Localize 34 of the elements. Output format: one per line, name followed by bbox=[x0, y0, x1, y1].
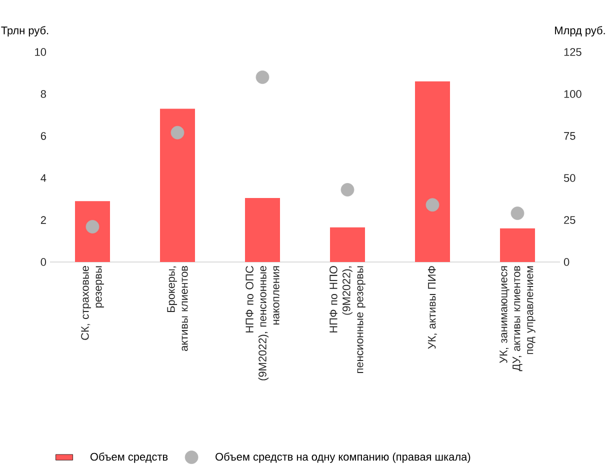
y2-tick-label: 50 bbox=[564, 174, 576, 182]
bar bbox=[330, 227, 365, 262]
point bbox=[426, 198, 440, 212]
point bbox=[170, 126, 184, 140]
y2-tick-label: 125 bbox=[564, 48, 582, 56]
x-tick-label: СК, страховые резервы bbox=[81, 266, 104, 340]
bar bbox=[160, 108, 195, 262]
y-tick-label: 2 bbox=[40, 216, 46, 224]
legend-label: Объем средств bbox=[90, 452, 168, 463]
x-tick-label: НПФ по ОПС (9М2022), пенсионные накопления bbox=[246, 266, 280, 380]
y-tick-label: 8 bbox=[40, 90, 46, 98]
y-tick-label: 6 bbox=[40, 132, 46, 140]
y-axis-title: Трлн руб. bbox=[1, 26, 48, 36]
point bbox=[510, 206, 524, 220]
point bbox=[340, 183, 354, 196]
bar bbox=[75, 201, 110, 262]
x-tick-label: УК, активы ПИФ bbox=[428, 266, 438, 349]
x-tick-label: УК, занимающиеся ДУ, активы клиентов под управлением bbox=[500, 266, 536, 372]
y2-tick-label: 100 bbox=[564, 90, 582, 98]
y2-tick-label: 25 bbox=[564, 216, 576, 224]
point bbox=[256, 70, 270, 84]
x-tick-label: НПФ по НПО (9М2022), пенсионные резервы bbox=[330, 266, 366, 373]
y2-axis-title: Млрд руб. bbox=[555, 26, 605, 36]
bar bbox=[245, 198, 280, 262]
y-tick-label: 10 bbox=[35, 48, 46, 56]
bar bbox=[415, 81, 450, 262]
legend-label: Объем средств на одну компанию (правая шкала) bbox=[216, 452, 470, 463]
y-tick-label: 4 bbox=[40, 174, 46, 182]
x-tick-label: Брокеры, активы клиентов bbox=[167, 266, 188, 351]
bar bbox=[500, 228, 536, 262]
y2-tick-label: 75 bbox=[564, 132, 576, 140]
y-tick-label: 0 bbox=[40, 258, 46, 266]
y2-tick-label: 0 bbox=[564, 258, 570, 266]
point bbox=[86, 220, 100, 234]
